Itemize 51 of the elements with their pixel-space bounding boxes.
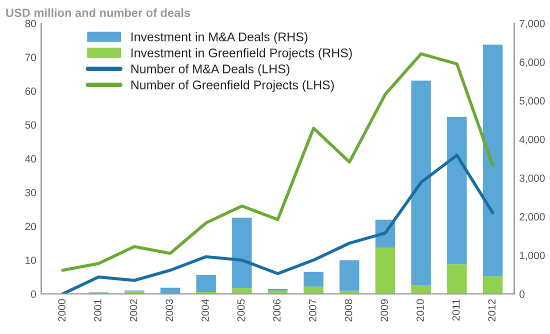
bar	[124, 291, 144, 294]
bar	[232, 288, 252, 294]
bar	[340, 260, 360, 291]
y-tick-label: 10	[26, 256, 36, 264]
legend-label: Investment in M&A Deals (RHS)	[131, 32, 308, 44]
y2-tick-label: 7,000	[520, 20, 545, 28]
bar	[447, 116, 467, 264]
y2-tick-label: 4,000	[519, 136, 545, 144]
y2-tick-label: 6,000	[520, 58, 545, 68]
x-tick-label: 2012	[488, 299, 496, 322]
x-tick-label: 2005	[237, 299, 245, 322]
y2-tick-label: 1,000	[520, 252, 545, 260]
y2-tick-label: 3,000	[520, 174, 545, 184]
bar	[482, 276, 503, 294]
x-tick-label: 2007	[309, 299, 316, 322]
x-tick-label: 2001	[94, 299, 102, 322]
x-tick-label: 2008	[344, 299, 352, 322]
x-tick-label: 2009	[380, 299, 388, 322]
y-tick-label: 40	[25, 155, 36, 163]
bar	[447, 264, 467, 294]
bar	[160, 288, 180, 294]
x-tick-label: 2004	[202, 299, 209, 322]
bar	[482, 44, 503, 276]
bar	[304, 286, 324, 294]
bar	[411, 285, 431, 294]
chart-title: USD million and number of deals	[6, 8, 190, 18]
bar	[196, 274, 216, 292]
y-tick-label: 20	[25, 222, 36, 230]
y-tick-label: 0	[31, 290, 36, 298]
y-tick-label: 50	[25, 121, 36, 129]
legend-label: Number of Greenfield Projects (LHS)	[131, 80, 334, 92]
legend-label: Number of M&A Deals (LHS)	[131, 64, 290, 76]
y-tick-label: 30	[25, 188, 36, 196]
legend-label: Investment in Greenfield Projects (RHS)	[131, 48, 352, 60]
x-tick-label: 2006	[273, 299, 281, 322]
y2-tick-label: 5,000	[520, 97, 545, 106]
y-tick-label: 70	[25, 54, 36, 62]
x-tick-label: 2010	[416, 299, 424, 322]
y-tick-label: 60	[25, 88, 36, 95]
y2-tick-label: 2,000	[520, 213, 545, 222]
bar	[232, 218, 252, 288]
bar	[411, 80, 431, 286]
bar	[375, 248, 396, 294]
bar	[304, 272, 324, 287]
line-series	[61, 154, 494, 294]
y2-tick-label: 0	[520, 290, 524, 298]
x-tick-label: 2002	[130, 299, 138, 322]
x-tick-label: 2000	[58, 299, 66, 322]
x-tick-label: 2003	[166, 299, 174, 322]
x-tick-label: 2011	[452, 299, 460, 321]
y-tick-label: 80	[25, 20, 36, 28]
